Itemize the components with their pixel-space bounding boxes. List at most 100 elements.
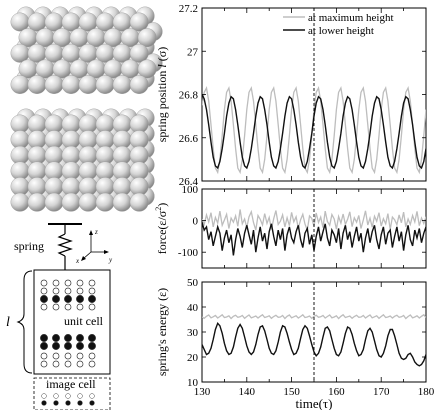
particle [52,342,60,350]
particle [64,287,72,295]
sphere-atom [95,75,115,94]
axis-z-arrowhead [89,230,93,235]
particle [88,295,96,303]
y-axis-title: spring position l (σ) [155,47,169,142]
unit-cell-label: unit cell [64,314,104,328]
particle [64,352,72,360]
particle [40,360,48,368]
x-tick-label: 160 [328,386,345,398]
axis-x-arrowhead [81,256,86,261]
particle [76,295,84,303]
axis-y-arrowhead [104,250,109,254]
particle [88,303,96,311]
sphere-atom [112,75,132,94]
particle [88,279,96,287]
series-line-lower-height [202,94,426,170]
particle [64,334,72,342]
particle [64,279,72,287]
particle [40,279,48,287]
image-particle [89,393,95,399]
particle [40,287,48,295]
unit-cell-box [33,269,111,375]
unit-cell-schematic: spring z y x unit cell l image cell [6,223,113,410]
y-tick-label: 40 [187,302,199,314]
spring-coil [57,233,73,257]
unit-cell-particles [40,279,96,368]
x-tick-label: 170 [373,386,390,398]
particle [76,334,84,342]
sphere-atom [78,75,98,94]
particle [76,352,84,360]
particle [88,360,96,368]
x-axis-title: time(τ) [296,396,333,410]
image-particle [65,393,71,399]
legend-label: at maximum height [308,12,394,24]
chart-spring-energy: 10 20 30 40 50 130 140 150 160 170 180 time(τ) sprin… [155,277,435,410]
y-tick-label: 30 [187,327,199,339]
sphere-atom [61,192,81,212]
image-cell-box [33,377,111,410]
sphere-atom [129,192,149,212]
particle [40,303,48,311]
particle [76,279,84,287]
particle [64,342,72,350]
x-tick-label: 130 [194,386,211,398]
image-cell-label: image cell [46,377,96,391]
image-particle [65,400,71,406]
image-particle [53,393,59,399]
sphere-atom [129,12,149,32]
y-tick-label: 26.8 [179,90,199,102]
y-tick-label: 26.4 [179,176,199,188]
particle [76,342,84,350]
sphere-atom [27,75,47,94]
axis-z-label: z [94,228,98,236]
particle [52,352,60,360]
image-particle [77,393,83,399]
x-tick-label: 150 [283,386,300,398]
particle [88,287,96,295]
particle [76,287,84,295]
y-tick-label: 10 [187,377,199,389]
image-particle [77,400,83,406]
image-particle [89,400,95,406]
particle [52,295,60,303]
sphere-atom [44,75,64,94]
chart-force: -100 0 100 force(ε/σ2) [154,184,427,269]
crystal-rendering-lower-height [10,108,155,212]
particle [40,334,48,342]
particle [52,279,60,287]
crystal-rendering-maximum-height [10,6,163,94]
particle [88,342,96,350]
image-particle [41,393,47,399]
sphere-atom [44,192,64,212]
chart-spring-position: 26.4 26.6 26.8 27 27.2 spring position l (σ) a… [155,3,427,188]
sphere-atom [10,192,30,212]
y-tick-label: 20 [187,352,199,364]
y-tick-label: 26.6 [179,133,199,145]
unit-cell-brace [16,270,33,374]
y-axis-title: force(ε/σ2) [154,203,169,254]
sphere-atom [137,59,157,79]
particle [40,342,48,350]
image-particle [53,400,59,406]
axis-y-label: y [108,256,113,264]
sphere-atom [129,43,149,63]
image-cell-particles [41,393,95,406]
y-tick-label: 0 [193,216,199,228]
sphere-atom [95,192,115,212]
length-l-label: l [6,315,10,330]
x-tick-label: 180 [418,386,435,398]
sphere-atom [129,75,149,94]
sphere-atom [61,75,81,94]
particle [52,287,60,295]
particle [52,360,60,368]
sphere-atom [10,75,30,94]
sphere-atom [137,28,157,48]
y-tick-label: 50 [187,277,199,289]
particle [52,334,60,342]
image-particle [41,400,47,406]
y-tick-label: 100 [182,184,199,196]
particle [64,295,72,303]
sphere-atom [112,192,132,212]
particle [64,360,72,368]
